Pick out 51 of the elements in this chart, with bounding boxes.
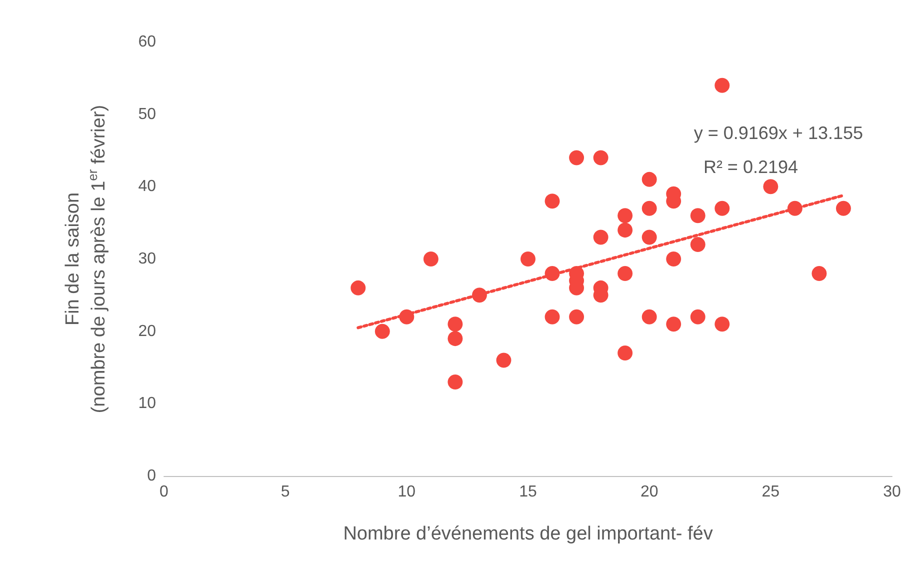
point: [714, 78, 730, 93]
point: [642, 172, 657, 187]
point: [618, 266, 633, 281]
point: [448, 316, 463, 332]
annotation: y = 0.9169x + 13.155: [694, 123, 864, 143]
point: [448, 374, 463, 390]
y-axis-title: Fin de la saison (nombre de jours après le 1er février): [62, 104, 110, 414]
point: [569, 150, 584, 166]
point: [836, 200, 851, 216]
annotation: R² = 0.2194: [703, 157, 798, 177]
point: [714, 200, 730, 216]
y-tick-label: 50: [138, 106, 156, 123]
point: [763, 179, 778, 194]
x-tick-label: 30: [883, 484, 901, 500]
y-tick-label: 10: [138, 395, 156, 412]
x-tick-label: 15: [519, 484, 537, 500]
y-tick-label: 30: [138, 250, 156, 268]
y-tick-label: 20: [138, 322, 156, 340]
point: [544, 309, 560, 324]
x-tick-label: 20: [640, 484, 658, 500]
point: [812, 266, 827, 281]
point: [690, 208, 706, 224]
point: [350, 280, 366, 296]
point: [593, 230, 608, 245]
x-tick-label: 10: [398, 484, 416, 500]
point: [593, 150, 608, 166]
point: [448, 331, 463, 346]
point: [666, 316, 682, 332]
point: [642, 230, 657, 245]
x-tick-label: 0: [160, 484, 169, 500]
x-tick-label: 5: [280, 484, 290, 500]
point: [374, 324, 390, 339]
point: [618, 346, 633, 361]
y-tick-label: 60: [138, 34, 156, 50]
x-tick-label: 25: [762, 484, 780, 500]
point: [423, 252, 438, 266]
x-axis-title: Nombre d’événements de gel important- fév: [343, 524, 714, 544]
point: [642, 309, 657, 324]
point: [618, 222, 633, 238]
y-tick-label: 0: [147, 468, 156, 484]
point: [690, 237, 706, 252]
point: [618, 208, 633, 224]
y-tick-label: 40: [138, 178, 156, 196]
point: [544, 194, 560, 209]
point: [642, 200, 657, 216]
point: [496, 352, 512, 368]
point: [666, 252, 682, 266]
point: [714, 316, 730, 332]
point: [690, 309, 706, 324]
point: [569, 309, 584, 324]
point: [520, 252, 536, 266]
